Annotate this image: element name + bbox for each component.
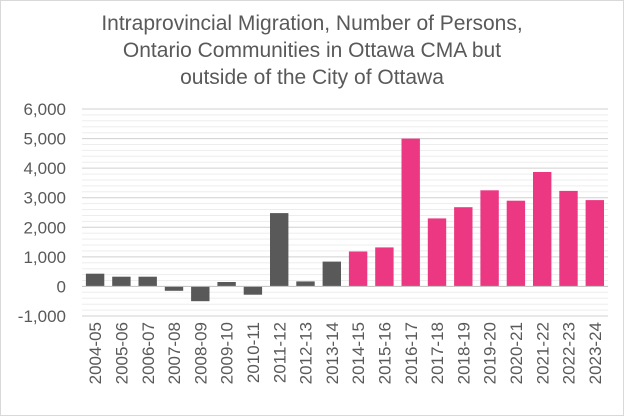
- bar: [585, 200, 604, 287]
- chart-title: Intraprovincial Migration, Number of Per…: [0, 10, 624, 91]
- x-tick-label: 2012-13: [297, 322, 316, 384]
- bar: [559, 190, 578, 287]
- x-tick-label: 2011-12: [270, 322, 289, 383]
- bar: [217, 282, 236, 287]
- chart-title-line-2: Ontario Communities in Ottawa CMA but: [122, 39, 502, 62]
- y-tick-label: 6,000: [23, 100, 66, 119]
- x-tick-label: 2004-05: [86, 322, 105, 384]
- x-tick-label: 2017-18: [428, 322, 447, 384]
- x-tick-label: 2005-06: [113, 322, 132, 384]
- x-tick-label: 2023-24: [586, 322, 605, 384]
- bar: [191, 286, 210, 302]
- bar: [243, 286, 263, 295]
- bar: [85, 273, 105, 287]
- y-tick-label: 0: [57, 277, 66, 296]
- x-tick-label: 2021-22: [533, 322, 552, 384]
- y-tick-label: 2,000: [23, 218, 66, 237]
- bar: [533, 172, 552, 287]
- bar: [427, 218, 447, 287]
- x-tick-label: 2013-14: [323, 322, 342, 384]
- x-tick-label: 2019-20: [481, 322, 500, 384]
- y-tick-label: 4,000: [23, 159, 66, 178]
- chart-title-line-1: Intraprovincial Migration, Number of Per…: [101, 12, 523, 35]
- x-tick-label: 2022-23: [560, 322, 579, 384]
- bar: [375, 247, 394, 287]
- bar: [322, 261, 341, 287]
- bar: [454, 207, 473, 287]
- bar: [480, 190, 499, 287]
- bar: [401, 138, 420, 287]
- bar: [296, 281, 315, 287]
- y-tick-label: -1,000: [18, 307, 66, 326]
- x-tick-label: 2015-16: [375, 322, 394, 384]
- x-tick-label: 2008-09: [191, 322, 210, 384]
- x-tick-label: 2009-10: [218, 322, 237, 384]
- bar: [270, 213, 289, 287]
- x-tick-label: 2016-17: [402, 322, 421, 384]
- x-tick-label: 2018-19: [454, 322, 473, 384]
- bar: [138, 276, 157, 287]
- x-tick-label: 2010-11: [244, 322, 263, 383]
- bar: [164, 286, 184, 291]
- bar: [112, 276, 131, 287]
- x-tick-label: 2006-07: [139, 322, 158, 384]
- x-tick-label: 2014-15: [349, 322, 368, 384]
- x-tick-label: 2007-08: [165, 322, 184, 384]
- y-tick-label: 3,000: [23, 189, 66, 208]
- chart-title-line-3: outside of the City of Ottawa: [180, 66, 444, 89]
- bar: [506, 200, 526, 287]
- y-tick-label: 5,000: [23, 130, 66, 149]
- bar: [348, 251, 368, 287]
- x-tick-label: 2020-21: [507, 322, 526, 384]
- y-tick-label: 1,000: [23, 248, 66, 267]
